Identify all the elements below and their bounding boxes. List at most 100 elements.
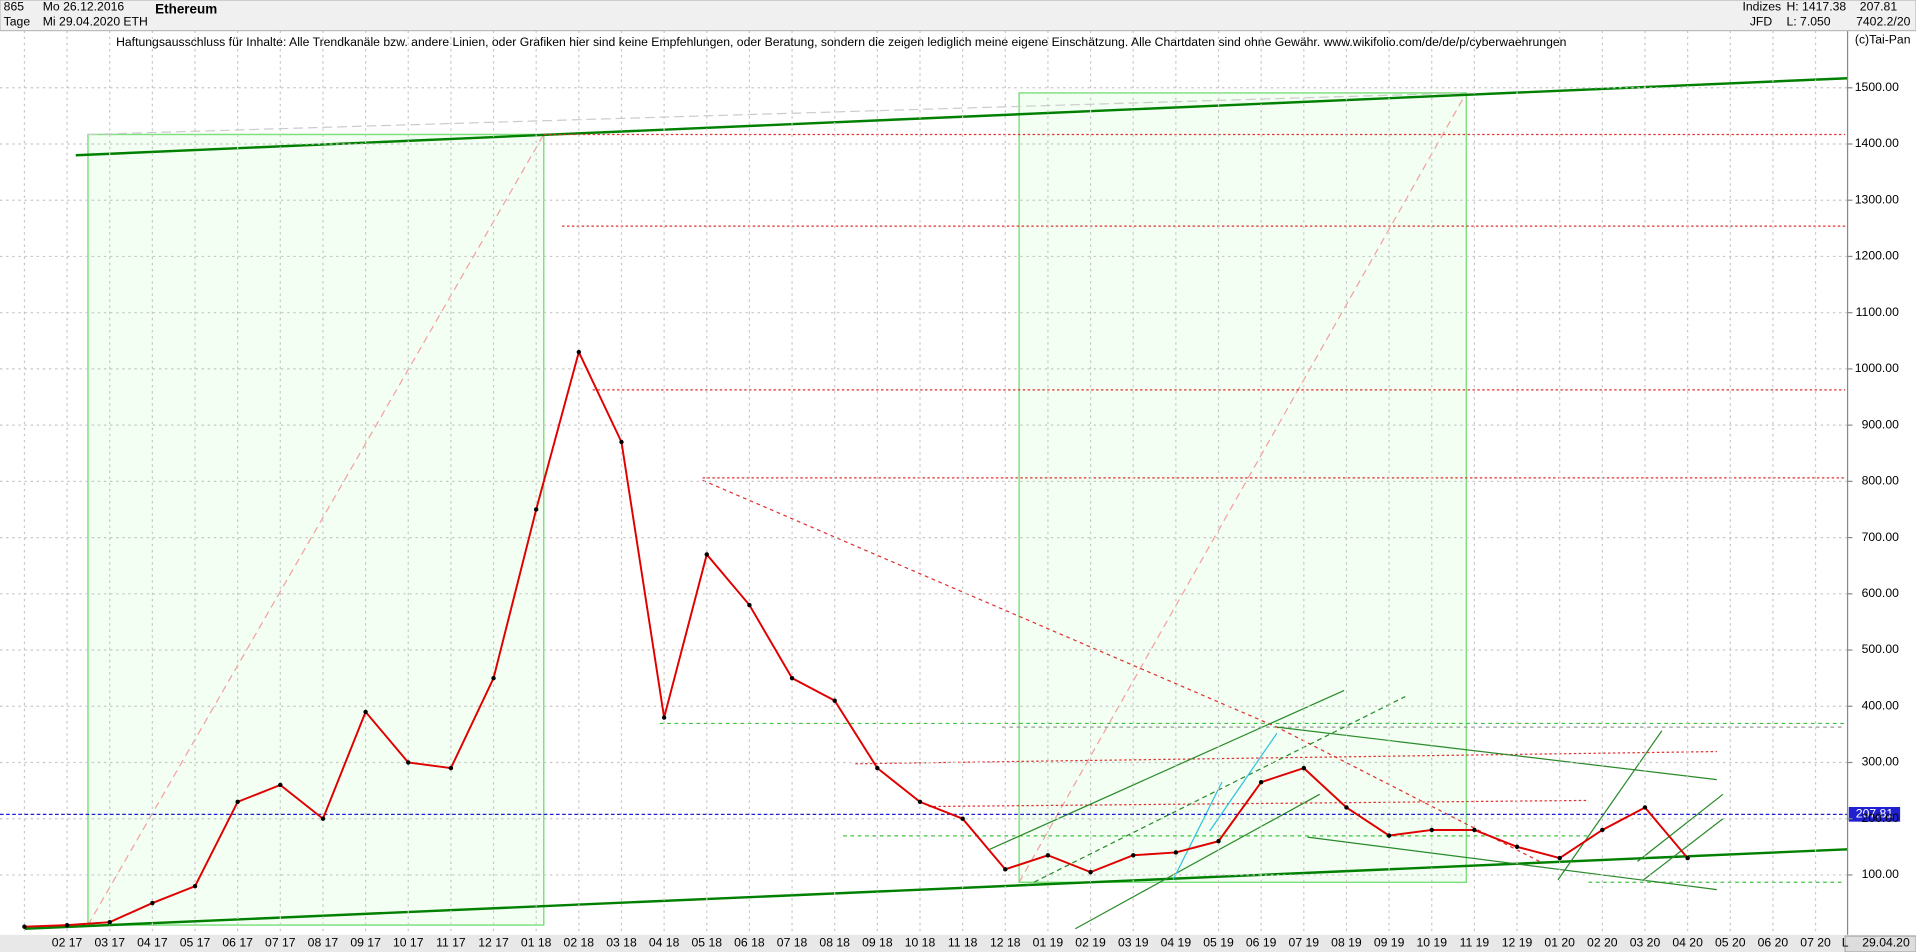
price-point: [960, 816, 965, 821]
price-point: [917, 799, 923, 805]
x-axis: [0, 934, 1916, 952]
y-tick-label: 200.00: [1862, 811, 1900, 825]
price-point: [107, 919, 112, 925]
start-date: Mo 26.12.2016: [43, 0, 125, 14]
y-tick-label: 300.00: [1862, 755, 1900, 769]
price-point: [22, 924, 27, 929]
x-tick-label: 06 20: [1758, 936, 1789, 950]
resistance-lines: [543, 133, 1846, 808]
y-tick-label: 1100.00: [1856, 305, 1899, 319]
price-point: [320, 816, 326, 821]
y-tick-label: 100.00: [1862, 867, 1900, 881]
price-point: [1173, 850, 1179, 855]
trend-line: [75, 77, 1848, 157]
x-tick-label: 02 18: [564, 936, 595, 950]
price-point: [1685, 855, 1690, 861]
x-tick-label: 12 17: [478, 936, 509, 950]
x-tick-label: 10 17: [393, 936, 424, 950]
price-point: [278, 782, 283, 788]
y-tick-label: 1300.00: [1855, 192, 1899, 206]
price-point: [64, 922, 70, 928]
x-tick-label: 04 20: [1672, 936, 1703, 950]
price-point: [1344, 805, 1349, 810]
x-tick-label: 01 18: [521, 936, 552, 950]
price-point: [1045, 853, 1051, 858]
x-tick-label: 07 19: [1289, 936, 1320, 950]
x-tick-label: 05 19: [1203, 936, 1234, 950]
trend-line: [24, 848, 1848, 930]
price-point: [1301, 765, 1307, 771]
y-tick-label: 700.00: [1862, 530, 1900, 544]
y-tick-label: 1400.00: [1855, 136, 1899, 150]
diagonal: [87, 92, 1467, 136]
x-tick-label: 03 18: [606, 936, 637, 950]
disclaimer: Haftungsausschluss für Inhalte: Alle Tre…: [116, 35, 1566, 49]
x-tick-label: 04 17: [137, 936, 168, 950]
price-point: [1131, 853, 1136, 858]
x-tick-label: 06 19: [1246, 936, 1277, 950]
x-tick-label: 04 19: [1161, 936, 1192, 950]
last: 207.81: [1860, 0, 1898, 14]
x-tick-label: 03 17: [94, 936, 125, 950]
y-tick-label: 1500.00: [1855, 80, 1899, 94]
price-point: [747, 602, 752, 608]
price-point: [192, 883, 198, 889]
marks: [22, 349, 1690, 929]
scale-mode: L: [1842, 936, 1849, 950]
last-price-box: [1848, 806, 1901, 822]
price-point: [1642, 805, 1648, 810]
price-point: [704, 552, 709, 557]
price-point: [1600, 827, 1605, 833]
channel-lines: [989, 689, 1724, 930]
x-tick-label: 04 18: [649, 936, 680, 950]
y-axis: [1847, 30, 1916, 935]
x-tick-label: 10 18: [905, 936, 936, 950]
x-tick-label: 12 18: [990, 936, 1021, 950]
x-tick-label: 05 17: [180, 936, 211, 950]
diagonal: [1018, 92, 1467, 883]
x-tick-label: 02 20: [1587, 936, 1618, 950]
price-point: [1258, 779, 1264, 785]
x-tick-label: 03 20: [1630, 936, 1661, 950]
x-tick-label: 11 18: [948, 936, 978, 950]
x-tick-label: 11 17: [436, 936, 466, 950]
price-point: [619, 439, 624, 445]
y-tick-label: 1000.00: [1855, 361, 1899, 375]
price-point: [363, 709, 368, 715]
x-tick-label: 06 18: [734, 936, 765, 950]
symbol: ETH: [123, 14, 147, 28]
header: [0, 0, 1916, 32]
low: L: 7.050: [1786, 14, 1830, 28]
price-point: [576, 349, 582, 355]
price-point: [448, 765, 454, 771]
price-point: [533, 507, 539, 512]
price-point: [832, 698, 837, 703]
price-point: [789, 675, 795, 681]
price-point: [1472, 827, 1477, 833]
x-tick-label: 10 19: [1416, 936, 1447, 950]
bar-count: 865: [4, 0, 25, 14]
price-point: [235, 799, 240, 805]
x-tick-label: 09 19: [1374, 936, 1405, 950]
x-tick-label: 01 20: [1544, 936, 1575, 950]
x-tick-label: 06 17: [222, 936, 253, 950]
price-point: [1003, 867, 1008, 872]
x-tick-label: 07 17: [265, 936, 296, 950]
x-tick-label: 05 20: [1715, 936, 1746, 950]
x-tick-label: 07 20: [1800, 936, 1831, 950]
y-tick-label: 1200.00: [1855, 249, 1899, 263]
x-tick-label: 08 18: [819, 936, 850, 950]
x-tick-label: 03 19: [1118, 936, 1149, 950]
price-point: [1088, 869, 1093, 875]
y-tick-label: 600.00: [1862, 586, 1900, 600]
price-point: [1216, 839, 1221, 844]
last-price-label: 207.81: [1856, 807, 1894, 821]
x-tick-label: 02 17: [52, 936, 83, 950]
x-tick-label: 07 18: [777, 936, 808, 950]
y-tick-label: 500.00: [1862, 642, 1900, 656]
x-tick-label: 09 18: [862, 936, 893, 950]
source: JFD: [1750, 14, 1773, 28]
y-tick-label: 400.00: [1862, 698, 1900, 712]
end-date: 29.04.20: [1862, 936, 1910, 950]
x-tick-label: 08 17: [308, 936, 339, 950]
